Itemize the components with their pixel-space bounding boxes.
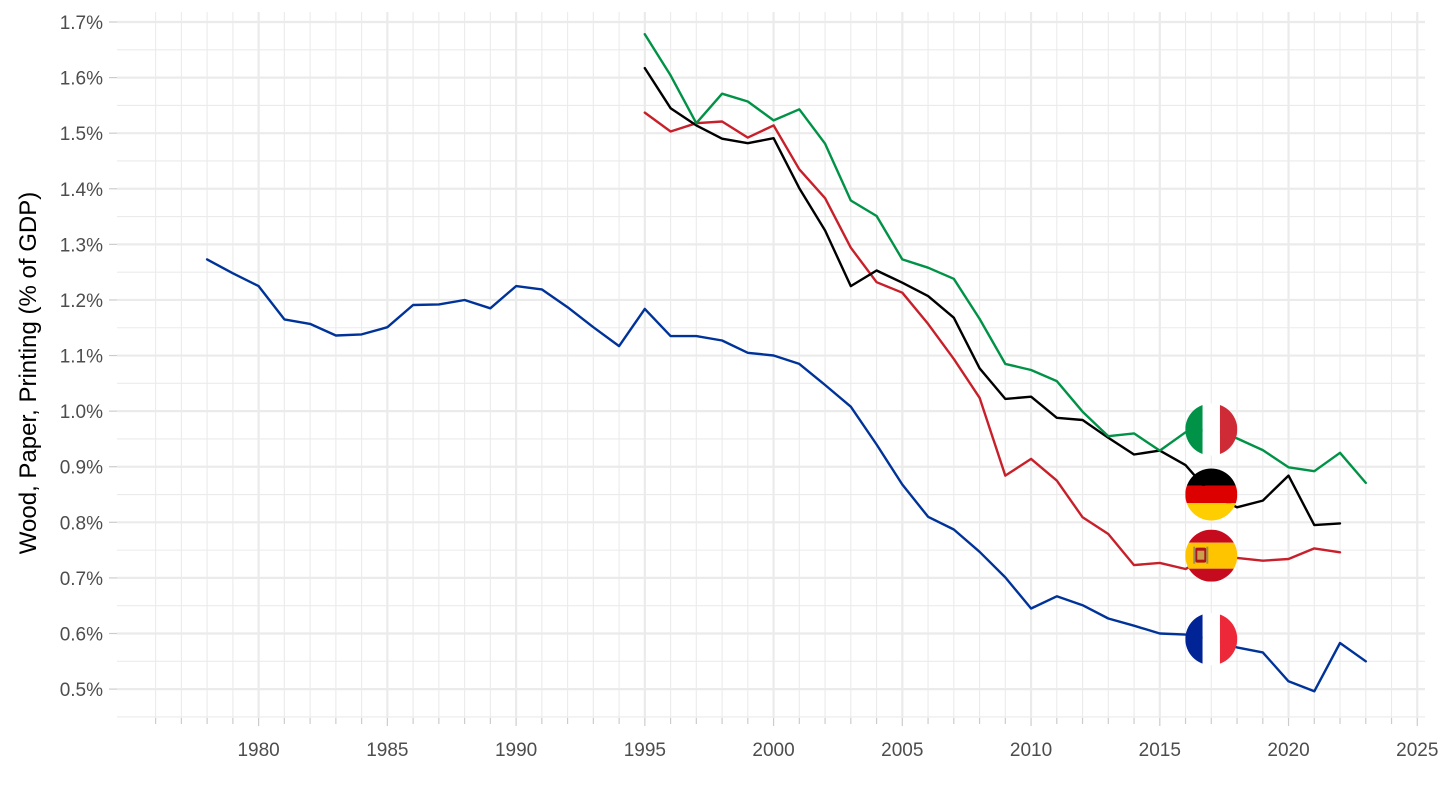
y-tick-label: 0.9% bbox=[60, 458, 103, 479]
y-axis-tick-labels: 0.5% 0.6% 0.7% 0.8% 0.9% 1.0% 1.1% 1.2% 1.3% 1.4%… bbox=[60, 13, 103, 701]
y-tick-label: 1.6% bbox=[60, 69, 103, 90]
y-tick-label: 0.8% bbox=[60, 513, 103, 534]
y-tick-label: 1.5% bbox=[60, 124, 103, 145]
y-tick-label: 0.7% bbox=[60, 569, 103, 590]
x-tick-label: 2010 bbox=[1010, 740, 1052, 761]
y-tick-label: 1.7% bbox=[60, 13, 103, 34]
y-tick-label: 1.4% bbox=[60, 180, 103, 201]
x-tick-label: 2020 bbox=[1267, 740, 1309, 761]
x-tick-label: 1985 bbox=[366, 740, 408, 761]
y-tick-label: 0.6% bbox=[60, 625, 103, 646]
y-tick-label: 1.3% bbox=[60, 235, 103, 256]
series-line-france bbox=[205, 258, 1368, 693]
spain-flag-icon bbox=[1185, 529, 1238, 582]
x-axis-tick-labels: 1980 1985 1990 1995 2000 2005 2010 2015 2020 2025 bbox=[237, 740, 1438, 761]
italy-flag-icon bbox=[1185, 403, 1238, 456]
y-tick-label: 1.2% bbox=[60, 291, 103, 312]
x-tick-label: 2015 bbox=[1139, 740, 1181, 761]
series-line-italy bbox=[643, 33, 1368, 485]
france-flag-icon bbox=[1185, 613, 1238, 666]
grid bbox=[109, 12, 1425, 726]
germany-flag-icon bbox=[1185, 468, 1238, 521]
y-axis-title: Wood, Paper, Printing (% of GDP) bbox=[15, 192, 42, 554]
x-tick-label: 1980 bbox=[237, 740, 279, 761]
y-tick-label: 1.0% bbox=[60, 402, 103, 423]
x-tick-label: 2025 bbox=[1396, 740, 1438, 761]
y-tick-label: 1.1% bbox=[60, 347, 103, 368]
y-tick-label: 0.5% bbox=[60, 680, 103, 701]
x-tick-label: 1995 bbox=[624, 740, 666, 761]
x-tick-label: 1990 bbox=[495, 740, 537, 761]
flag-markers bbox=[1185, 403, 1238, 666]
x-tick-label: 2000 bbox=[752, 740, 794, 761]
x-tick-label: 2005 bbox=[881, 740, 923, 761]
